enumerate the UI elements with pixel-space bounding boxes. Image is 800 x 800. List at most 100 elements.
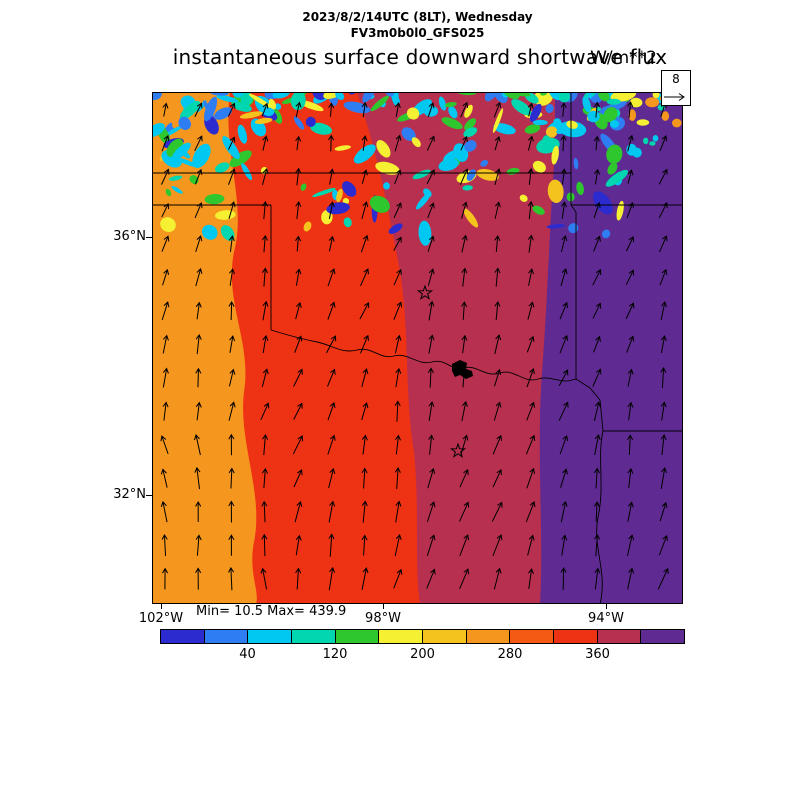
wind-arrow [394, 434, 401, 455]
y-tick-mark [146, 237, 152, 238]
wind-arrow [228, 235, 235, 252]
wind-arrow [195, 367, 202, 388]
wind-arrow [527, 168, 534, 186]
wind-arrow [627, 169, 634, 184]
wind-arrow [593, 101, 600, 118]
wind-arrow [195, 534, 202, 556]
wind-arrow [427, 202, 435, 218]
wind-arrow [660, 466, 668, 490]
wind-arrow [493, 401, 502, 421]
wind-arrow [295, 167, 302, 186]
wind-arrow [327, 401, 336, 421]
wind-arrow [328, 235, 335, 252]
wind-vector-layer [160, 101, 669, 591]
wind-arrow [360, 234, 369, 253]
wind-arrow [627, 434, 634, 455]
wind-arrow [228, 168, 236, 185]
x-tick-label: 94°W [588, 611, 624, 626]
colorbar [160, 629, 685, 644]
wind-arrow [426, 534, 436, 556]
wind-arrow [492, 434, 503, 455]
wind-arrow [626, 201, 634, 219]
wind-arrow [660, 401, 667, 421]
wind-arrow [360, 268, 369, 287]
wind-arrow [428, 334, 435, 354]
wind-arrow [459, 568, 470, 590]
map-frame [152, 92, 683, 604]
colorbar-segment [335, 630, 380, 643]
wind-arrow [458, 501, 470, 522]
wind-arrow [394, 169, 402, 185]
colorbar-segment [510, 630, 555, 643]
reference-vector-box: 8 [661, 70, 691, 106]
x-tick-mark [161, 604, 162, 609]
x-tick-label: 102°W [138, 611, 184, 626]
wind-arrow [459, 168, 469, 185]
y-tick-label: 32°N [113, 487, 146, 502]
wind-arrow [394, 400, 401, 422]
colorbar-segment [248, 630, 293, 643]
wind-arrow [660, 301, 667, 321]
wind-arrow [626, 335, 635, 353]
wind-arrow [326, 335, 337, 354]
wind-arrow [593, 401, 601, 421]
wind-arrow [558, 401, 569, 421]
wind-arrow [361, 135, 368, 151]
wind-arrow [461, 201, 468, 219]
wind-arrow [526, 335, 535, 353]
wind-arrow [195, 235, 203, 253]
x-tick-mark [606, 604, 607, 609]
wind-arrow [659, 268, 668, 286]
flux-region-purple [539, 92, 683, 604]
wind-arrow [394, 533, 402, 557]
wind-arrow [393, 202, 402, 219]
wind-arrow [527, 102, 534, 117]
wind-arrow [194, 168, 203, 185]
wind-arrow [195, 267, 203, 287]
wind-arrow [525, 501, 536, 523]
wind-arrow [626, 534, 635, 556]
wind-arrow [592, 302, 602, 319]
units-label: W/m**2 [590, 48, 657, 68]
wind-arrow [559, 301, 568, 320]
colorbar-segment [554, 630, 598, 643]
map-panel [147, 79, 686, 605]
wind-arrow [361, 169, 368, 184]
wind-arrow [428, 401, 435, 421]
wind-arrow [194, 466, 201, 490]
x-tick-mark [383, 604, 384, 609]
wind-arrow [494, 300, 501, 321]
wind-arrow [361, 101, 368, 118]
wind-arrow [361, 467, 368, 489]
wind-arrow [195, 301, 202, 320]
wind-arrow [493, 101, 502, 118]
colorbar-label: 360 [585, 647, 610, 662]
wind-arrow [627, 401, 634, 421]
wind-arrow [262, 334, 269, 354]
wind-arrow [625, 302, 635, 320]
wind-arrow [162, 334, 169, 354]
wind-arrow [426, 501, 436, 523]
valid-time: 2023/8/2/14UTC (8LT), Wednesday [302, 10, 533, 24]
wind-arrow [560, 168, 567, 185]
wind-arrow [494, 368, 502, 387]
wind-arrow [261, 368, 269, 387]
wind-arrow [594, 533, 601, 557]
wind-arrow [427, 467, 436, 489]
wind-arrow [627, 368, 634, 387]
y-tick-label: 36°N [113, 229, 146, 244]
colorbar-segment [466, 630, 511, 643]
wind-arrow [494, 267, 501, 287]
wind-arrow [559, 434, 569, 455]
wind-arrow [460, 101, 469, 118]
wind-arrow [162, 367, 169, 388]
wind-arrow [395, 367, 402, 388]
wind-arrow [528, 268, 535, 286]
wind-arrow [491, 501, 503, 522]
wind-arrow [161, 134, 170, 152]
wind-arrow [527, 301, 535, 320]
wind-arrow [262, 300, 269, 321]
wind-arrow [593, 501, 600, 522]
wind-arrow [294, 500, 303, 523]
